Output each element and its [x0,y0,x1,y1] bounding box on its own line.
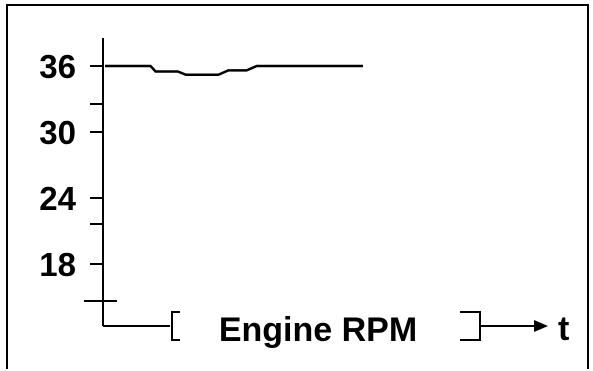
y-tick-label-36: 36 [39,48,76,85]
time-arrowhead [534,320,548,332]
x-axis-caption: Engine RPM [219,311,417,349]
frame-border [6,4,589,369]
y-tick-label-30: 30 [39,114,76,151]
caption-right-bracket [460,311,481,341]
series-line [105,64,363,77]
time-label: t [558,310,569,348]
y-tick-label-24: 24 [39,180,76,217]
y-ticks: 36 30 24 18 [39,48,103,283]
y-minor-ticks [90,103,103,225]
y-tick-label-18: 18 [39,246,76,283]
caption-left-bracket [158,311,180,341]
